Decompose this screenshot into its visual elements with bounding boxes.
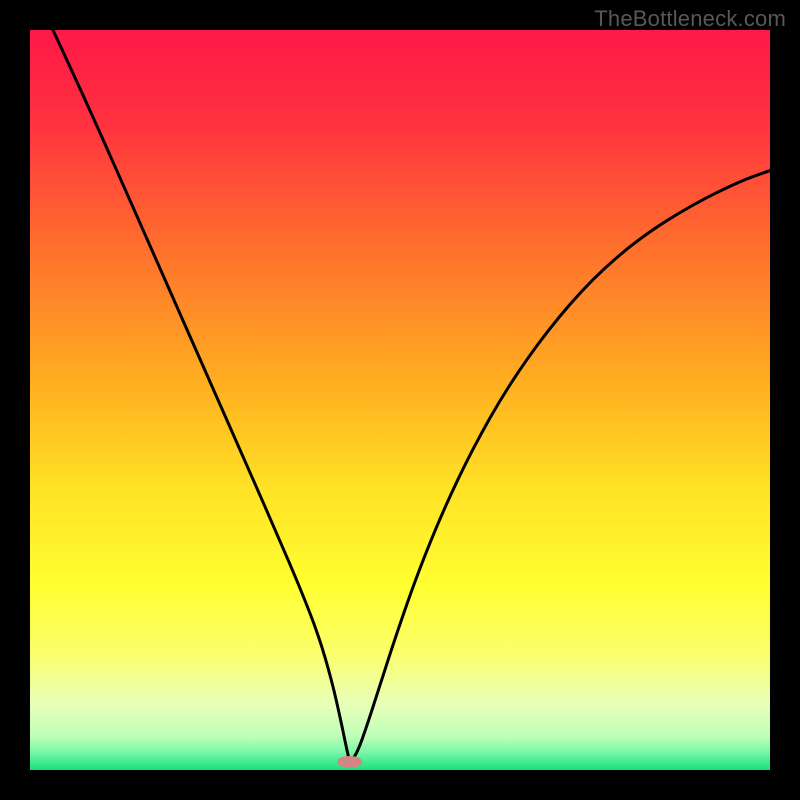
bottleneck-curve-chart xyxy=(30,30,770,770)
valley-marker xyxy=(337,756,362,768)
plot-area xyxy=(30,30,770,770)
figure-container: TheBottleneck.com xyxy=(0,0,800,800)
watermark-text: TheBottleneck.com xyxy=(594,6,786,32)
gradient-background xyxy=(30,30,770,770)
